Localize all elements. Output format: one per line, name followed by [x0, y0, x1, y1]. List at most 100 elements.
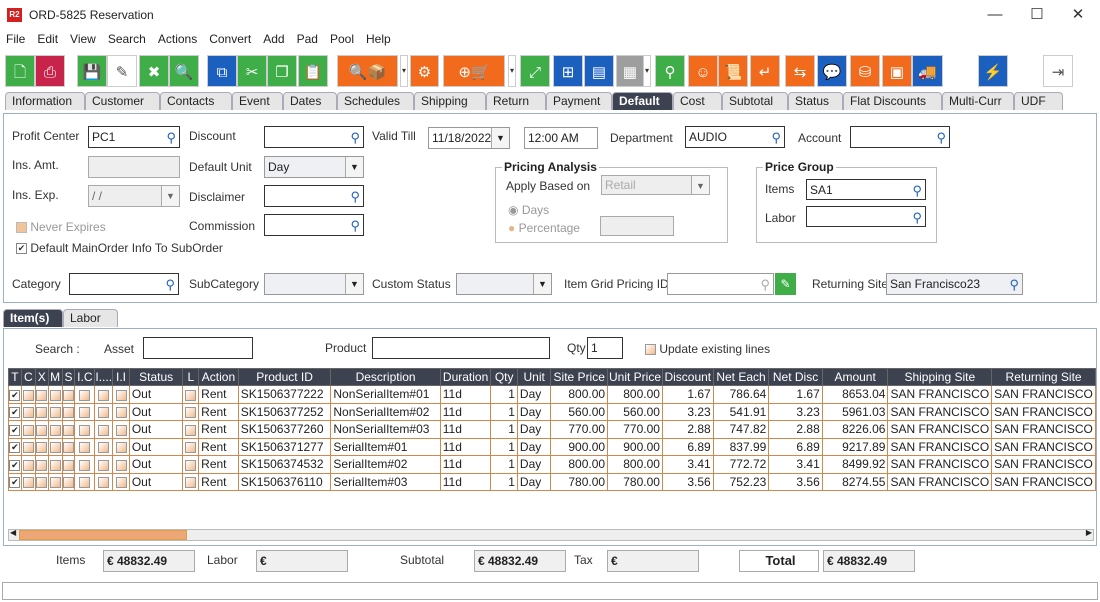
- cell-returning-site[interactable]: SAN FRANCISCO: [991, 472, 1096, 491]
- menu-edit[interactable]: Edit: [37, 32, 59, 46]
- dropdown-arrow-icon[interactable]: ▾: [643, 55, 651, 87]
- tab-flat-discounts[interactable]: Flat Discounts: [843, 92, 942, 110]
- row-checkbox[interactable]: [94, 437, 114, 456]
- menu-view[interactable]: View: [70, 32, 96, 46]
- row-checkbox[interactable]: [74, 437, 96, 456]
- row-checkbox[interactable]: [61, 455, 76, 474]
- chevron-down-icon[interactable]: ▼: [491, 128, 509, 148]
- cell-net-disc[interactable]: 6.89: [768, 437, 823, 456]
- row-l-checkbox[interactable]: [182, 385, 200, 404]
- cell-action[interactable]: Rent: [198, 385, 239, 404]
- row-checkbox[interactable]: [34, 472, 49, 491]
- cell-description[interactable]: NonSerialItem#02: [330, 402, 441, 421]
- exit-button[interactable]: ⇥: [1043, 55, 1073, 87]
- tab-payment[interactable]: Payment: [546, 92, 612, 110]
- column-header[interactable]: Unit Price: [607, 368, 663, 386]
- row-checkbox[interactable]: [61, 402, 76, 421]
- valid-till-time-input[interactable]: 12:00 AM: [524, 127, 598, 149]
- row-l-checkbox[interactable]: [182, 402, 200, 421]
- row-l-checkbox[interactable]: [182, 472, 200, 491]
- cell-action[interactable]: Rent: [198, 455, 239, 474]
- cell-amount[interactable]: 8653.04: [821, 385, 889, 404]
- row-checkbox[interactable]: [20, 472, 36, 491]
- cell-duration[interactable]: 11d: [439, 385, 492, 404]
- search-icon[interactable]: ⚲: [771, 130, 781, 145]
- hierarchy-button[interactable]: ⚲: [655, 55, 685, 87]
- row-l-checkbox[interactable]: [182, 437, 200, 456]
- search-icon[interactable]: ⚲: [350, 218, 360, 233]
- column-header[interactable]: Discount: [661, 368, 714, 386]
- cell-net-disc[interactable]: 2.88: [768, 420, 823, 439]
- cell-amount[interactable]: 8226.06: [821, 420, 889, 439]
- row-checkbox[interactable]: [74, 420, 96, 439]
- row-checkbox[interactable]: [61, 420, 76, 439]
- cell-net-each[interactable]: 541.91: [712, 402, 770, 421]
- dropdown-arrow-icon[interactable]: ▾: [508, 55, 516, 87]
- returning-site-input[interactable]: San Francisco23 ⚲: [886, 273, 1023, 295]
- apply-based-on-select[interactable]: Retail ▼: [601, 175, 710, 195]
- row-checkbox[interactable]: [94, 455, 114, 474]
- commission-input[interactable]: ⚲: [264, 214, 364, 236]
- ins-amt-input[interactable]: [88, 156, 180, 178]
- cell-shipping-site[interactable]: SAN FRANCISCO: [887, 472, 993, 491]
- row-checkbox[interactable]: [112, 472, 130, 491]
- row-checkbox[interactable]: ✔: [8, 385, 22, 404]
- column-header[interactable]: Status: [128, 368, 184, 386]
- search-icon[interactable]: ⚲: [912, 183, 922, 198]
- cell-net-each[interactable]: 837.99: [712, 437, 770, 456]
- horizontal-scrollbar[interactable]: ◀ ▶: [8, 528, 1094, 541]
- cell-product-id[interactable]: SK1506377260: [237, 420, 332, 439]
- cell-status[interactable]: Out: [128, 472, 184, 491]
- tab-subtotal[interactable]: Subtotal: [722, 92, 788, 110]
- lightning-button[interactable]: ⚡: [978, 55, 1008, 87]
- menu-actions[interactable]: Actions: [157, 32, 198, 46]
- tab-return[interactable]: Return: [486, 92, 546, 110]
- close-button[interactable]: ✕: [1071, 6, 1085, 23]
- cell-returning-site[interactable]: SAN FRANCISCO: [991, 385, 1096, 404]
- category-input[interactable]: ⚲: [69, 273, 179, 295]
- cell-description[interactable]: SerialItem#02: [330, 455, 441, 474]
- search-icon[interactable]: ⚲: [350, 189, 360, 204]
- table-row[interactable]: ✔ Out Rent SK1506377252 NonSerialItem#02 11d 1…: [8, 402, 1096, 421]
- menu-pad[interactable]: Pad: [296, 32, 318, 46]
- row-checkbox[interactable]: [47, 402, 63, 421]
- tab-udf[interactable]: UDF: [1014, 92, 1063, 110]
- cell-unit[interactable]: Day: [516, 455, 552, 474]
- cell-net-disc[interactable]: 3.41: [768, 455, 823, 474]
- tab-event[interactable]: Event: [232, 92, 283, 110]
- return-arrow-button[interactable]: ↵: [750, 55, 780, 87]
- cell-site-price[interactable]: 770.00: [550, 420, 609, 439]
- cell-net-each[interactable]: 786.64: [712, 385, 770, 404]
- search-icon[interactable]: ⚲: [166, 130, 176, 145]
- cell-action[interactable]: Rent: [198, 402, 239, 421]
- copy-blue-button[interactable]: ⧉: [207, 55, 237, 87]
- tab-information[interactable]: Information: [5, 92, 85, 110]
- row-checkbox[interactable]: [112, 402, 130, 421]
- price-group-labor-input[interactable]: ⚲: [806, 206, 926, 227]
- column-header[interactable]: I.C: [74, 368, 96, 386]
- row-checkbox[interactable]: [34, 420, 49, 439]
- column-header[interactable]: S: [61, 368, 76, 386]
- cell-product-id[interactable]: SK1506376110: [237, 472, 332, 491]
- cell-unit-price[interactable]: 800.00: [607, 385, 663, 404]
- chevron-down-icon[interactable]: ▼: [533, 274, 551, 294]
- scrollbar-thumb[interactable]: [19, 530, 187, 540]
- column-header[interactable]: I.I: [112, 368, 130, 386]
- cell-amount[interactable]: 5961.03: [821, 402, 889, 421]
- cell-description[interactable]: SerialItem#03: [330, 472, 441, 491]
- row-checkbox[interactable]: ✔: [8, 402, 22, 421]
- truck-check-button[interactable]: 🚚: [912, 55, 943, 87]
- box-return-button[interactable]: ⇆: [785, 55, 815, 87]
- dropdown-arrow-icon[interactable]: ▾: [400, 55, 408, 87]
- column-header[interactable]: Action: [198, 368, 239, 386]
- chevron-down-icon[interactable]: ▼: [345, 157, 363, 177]
- cell-duration[interactable]: 11d: [439, 437, 492, 456]
- cell-qty[interactable]: 1: [490, 385, 518, 404]
- search-icon[interactable]: ⚲: [912, 210, 922, 225]
- cell-action[interactable]: Rent: [198, 437, 239, 456]
- row-checkbox[interactable]: [20, 455, 36, 474]
- item-grid-pricing-id-input[interactable]: ⚲: [667, 273, 774, 295]
- cell-site-price[interactable]: 800.00: [550, 455, 609, 474]
- row-checkbox[interactable]: [47, 437, 63, 456]
- cell-returning-site[interactable]: SAN FRANCISCO: [991, 455, 1096, 474]
